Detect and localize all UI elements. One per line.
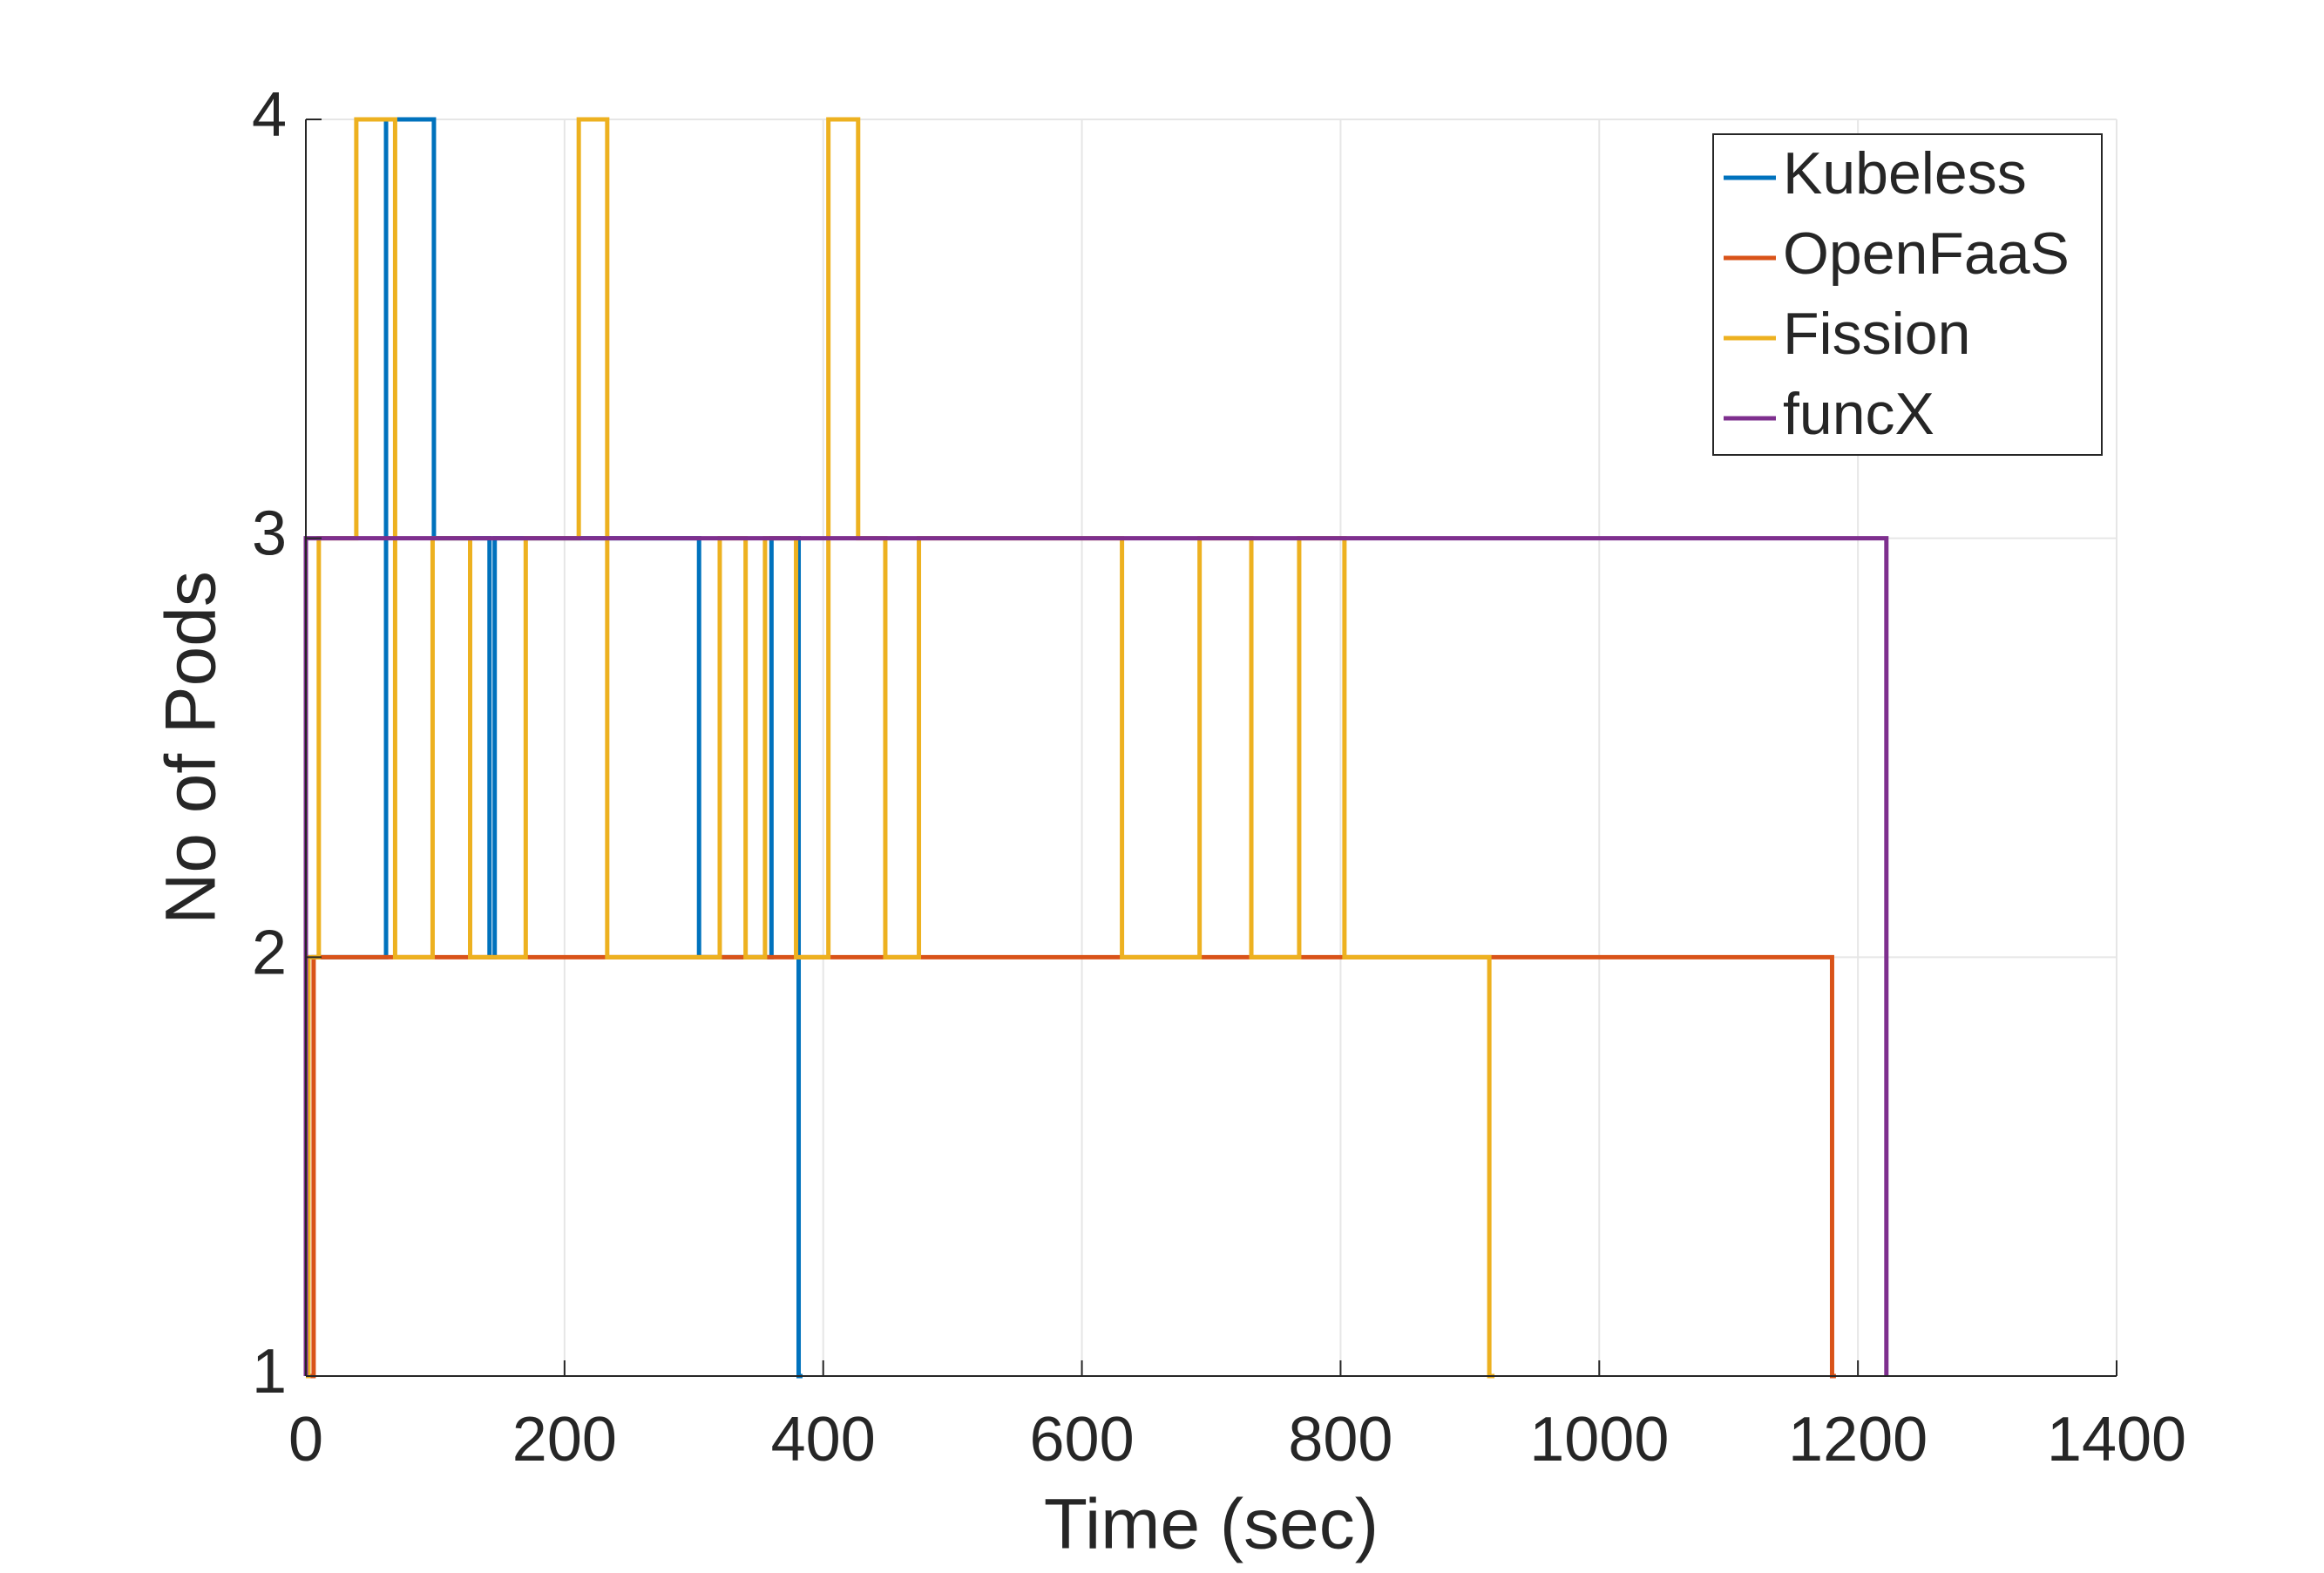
x-tick-label: 400 [771,1405,876,1475]
x-tick-label: 200 [512,1405,617,1475]
legend-label: funcX [1783,381,1934,447]
series-line [306,117,1495,1379]
legend-label: Kubeless [1783,140,2027,207]
x-tick-label: 0 [288,1405,323,1475]
legend: Kubeless OpenFaaS Fission funcX [1712,133,2103,456]
y-tick-label: 3 [252,499,287,569]
legend-box [1712,133,2103,456]
x-tick-label: 1200 [1788,1405,1928,1475]
x-tick-label: 1400 [2047,1405,2186,1475]
legend-label: Fission [1783,301,1970,367]
y-tick-label: 2 [252,918,287,987]
y-tick-label: 4 [252,80,287,150]
x-tick-label: 600 [1030,1405,1135,1475]
y-tick-label: 1 [252,1337,287,1407]
x-tick-label: 1000 [1529,1405,1669,1475]
x-axis-label: Time (sec) [1044,1485,1379,1564]
axes: 0 200 400 600 800 1000 1200 1400 1 2 3 4 [252,80,2186,1475]
y-axis-label: No of Pods [152,571,231,925]
x-tick-label: 800 [1288,1405,1392,1475]
legend-label: OpenFaaS [1783,220,2070,287]
